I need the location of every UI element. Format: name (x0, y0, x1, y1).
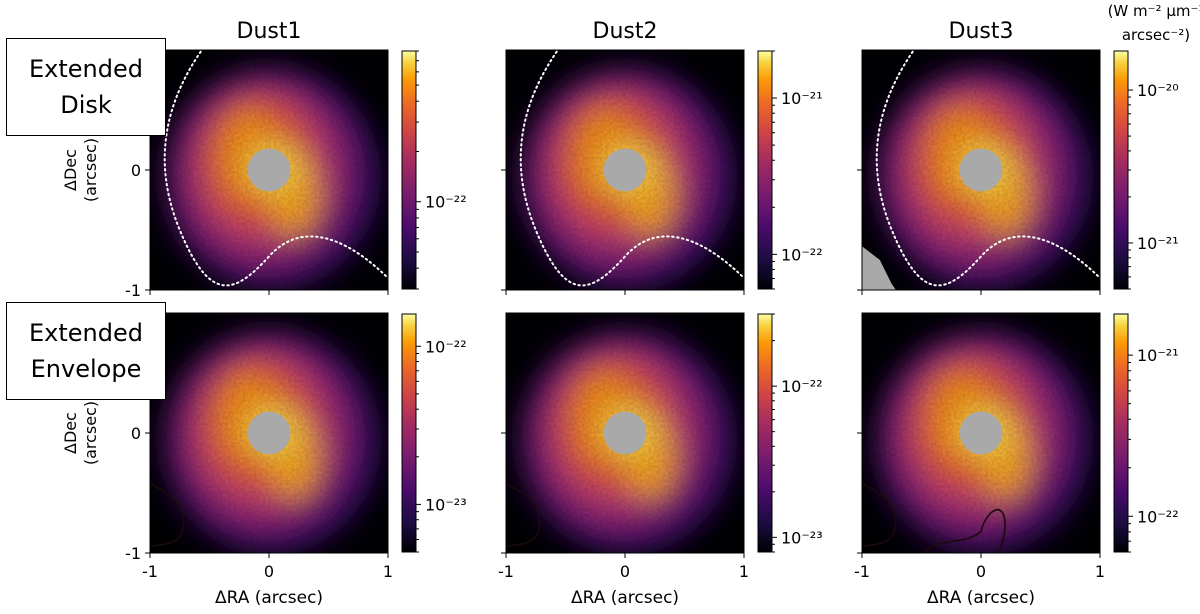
x-tick-label: 1 (1095, 562, 1105, 581)
y-axis-label: ΔDec(arcsec) (61, 138, 100, 202)
x-tick-label: 0 (976, 562, 986, 581)
envelope-contour (862, 483, 897, 548)
colorbar (757, 50, 773, 290)
masked-center (247, 411, 291, 455)
panel-r1-c2 (857, 312, 1133, 558)
y-axis-label-line: (arcsec) (81, 138, 100, 202)
row-label-line: Extended (29, 55, 143, 83)
panel-r0-c2 (857, 49, 1133, 295)
colorbar-tick-label: 10⁻²¹ (781, 89, 823, 108)
colorbar-unit-label: arcsec⁻²) (1122, 26, 1190, 44)
y-tick-label: -1 (125, 544, 141, 563)
disk-contour (519, 50, 744, 287)
y-tick-label: 0 (131, 424, 141, 443)
x-tick-label: 1 (739, 562, 749, 581)
column-title: Dust3 (949, 19, 1014, 44)
colorbar-tick-label: 10⁻²³ (425, 495, 467, 514)
x-tick-label: -1 (854, 562, 870, 581)
y-axis-label-line: ΔDec (61, 149, 80, 191)
masked-region (862, 246, 896, 290)
colorbar-tick-label: 10⁻²² (425, 193, 467, 212)
x-tick-label: 0 (620, 562, 630, 581)
envelope-contour (150, 483, 185, 548)
colorbar (401, 313, 417, 553)
y-tick-label: 0 (131, 161, 141, 180)
colorbar-unit-label: (W m⁻² μm⁻¹ (1108, 2, 1200, 20)
colorbar (1113, 50, 1129, 290)
masked-center (603, 411, 647, 455)
panel-r0-c1 (501, 49, 777, 295)
masked-center (603, 148, 647, 192)
envelope-contour (922, 508, 1006, 553)
row-label-box: Extended Envelope (6, 302, 166, 400)
y-axis-label-line: ΔDec (61, 412, 80, 454)
x-axis-label: ΔRA (arcsec) (215, 588, 323, 608)
colorbar-tick-label: 10⁻²² (1137, 507, 1179, 526)
row-label-line: Disk (60, 91, 112, 119)
colorbar-tick-label: 10⁻²¹ (1137, 234, 1179, 253)
x-axis-label: ΔRA (arcsec) (927, 588, 1035, 608)
masked-center (959, 411, 1003, 455)
x-tick-label: 1 (383, 562, 393, 581)
colorbar (757, 313, 773, 553)
column-title: Dust2 (593, 19, 658, 44)
column-title: Dust1 (237, 19, 302, 44)
disk-contour (163, 50, 388, 287)
colorbar-tick-label: 10⁻²² (781, 377, 823, 396)
disk-contour (875, 50, 1100, 287)
x-tick-label: -1 (142, 562, 158, 581)
y-tick-label: -1 (125, 281, 141, 300)
envelope-contour (506, 483, 541, 548)
colorbar-tick-label: 10⁻²¹ (1137, 346, 1179, 365)
row-label-line: Extended (29, 319, 143, 347)
colorbar-tick-label: 10⁻²⁰ (1137, 81, 1179, 100)
colorbar-tick-label: 10⁻²³ (781, 528, 823, 547)
y-axis-label-line: (arcsec) (81, 401, 100, 465)
colorbar (1113, 313, 1129, 553)
row-label-box: Extended Disk (6, 38, 166, 136)
x-tick-label: 0 (264, 562, 274, 581)
colorbar-tick-label: 10⁻²² (425, 337, 467, 356)
colorbar (401, 50, 417, 290)
panel-r1-c0 (145, 312, 421, 558)
x-tick-label: -1 (498, 562, 514, 581)
row-label-line: Envelope (30, 355, 142, 383)
panel-r1-c1 (501, 312, 777, 558)
panel-r0-c0 (145, 49, 421, 295)
masked-center (959, 148, 1003, 192)
y-axis-label: ΔDec(arcsec) (61, 401, 100, 465)
colorbar-tick-label: 10⁻²² (781, 245, 823, 264)
masked-center (247, 148, 291, 192)
x-axis-label: ΔRA (arcsec) (571, 588, 679, 608)
